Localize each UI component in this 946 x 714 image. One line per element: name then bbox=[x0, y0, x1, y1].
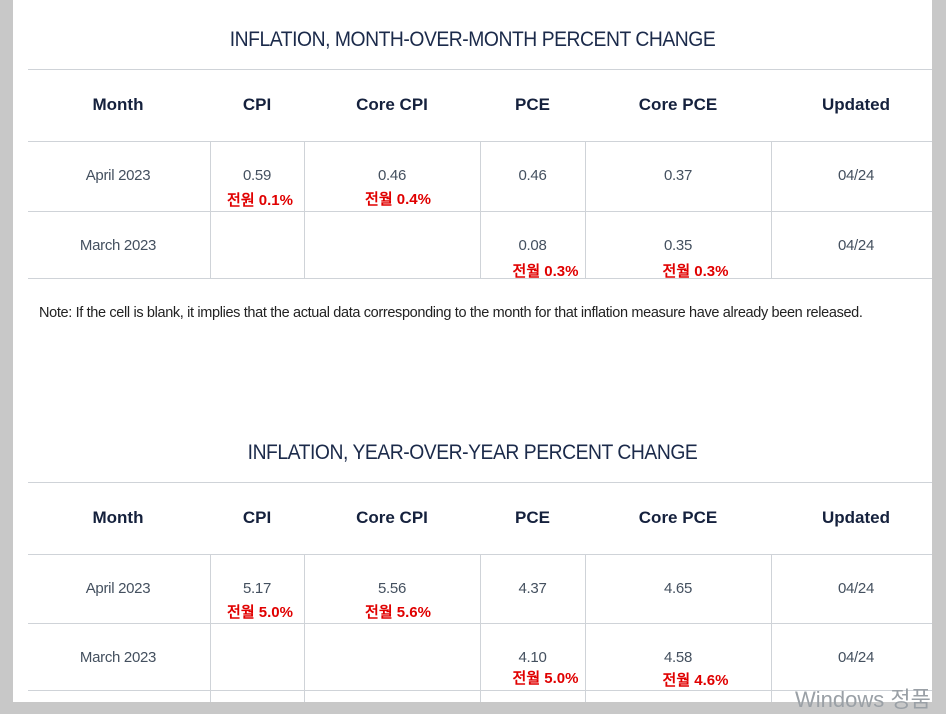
column-divider bbox=[771, 141, 772, 278]
red-annotation: 전월 5.0% bbox=[227, 604, 293, 621]
cell-month: April 2023 bbox=[85, 167, 151, 184]
cell-core-cpi: 5.56 bbox=[378, 580, 406, 597]
column-divider bbox=[304, 554, 305, 702]
cell-core-pce: 0.37 bbox=[664, 167, 692, 184]
column-divider bbox=[480, 554, 481, 702]
column-divider bbox=[771, 554, 772, 702]
red-annotation: 전월 4.6% bbox=[662, 672, 729, 689]
divider bbox=[28, 482, 932, 483]
header-updated: Updated bbox=[822, 508, 890, 527]
header-cpi: CPI bbox=[242, 95, 272, 114]
header-month: Month bbox=[92, 508, 144, 527]
mom-table-title: INFLATION, MONTH-OVER-MONTH PERCENT CHAN… bbox=[229, 28, 716, 51]
column-divider bbox=[585, 141, 586, 278]
cell-updated: 04/24 bbox=[837, 580, 875, 597]
cell-core-pce: 0.35 bbox=[664, 237, 692, 254]
red-annotation: 전월 0.4% bbox=[365, 191, 431, 208]
red-annotation: 전월 0.3% bbox=[662, 263, 729, 280]
cell-core-pce: 4.65 bbox=[664, 580, 692, 597]
red-annotation: 전월 0.3% bbox=[512, 263, 579, 280]
divider bbox=[28, 69, 932, 70]
header-core-cpi: Core CPI bbox=[356, 95, 428, 114]
cell-pce: 4.10 bbox=[518, 649, 547, 666]
column-divider bbox=[480, 141, 481, 278]
header-cpi: CPI bbox=[242, 508, 272, 527]
cell-cpi: 0.59 bbox=[243, 167, 271, 184]
header-core-pce: Core PCE bbox=[638, 508, 718, 527]
column-divider bbox=[210, 554, 211, 702]
cell-core-pce: 4.58 bbox=[664, 649, 692, 666]
header-pce: PCE bbox=[515, 508, 550, 527]
red-annotation: 전원 0.1% bbox=[227, 192, 293, 209]
windows-activation-watermark: Windows 정품 bbox=[795, 687, 931, 712]
column-divider bbox=[210, 141, 211, 278]
cell-updated: 04/24 bbox=[837, 167, 875, 184]
header-month: Month bbox=[92, 95, 144, 114]
cell-month: April 2023 bbox=[85, 580, 151, 597]
column-divider bbox=[304, 141, 305, 278]
cell-updated: 04/24 bbox=[837, 237, 875, 254]
header-pce: PCE bbox=[515, 95, 550, 114]
cell-updated: 04/24 bbox=[837, 649, 875, 666]
column-divider bbox=[585, 554, 586, 702]
header-core-pce: Core PCE bbox=[638, 95, 718, 114]
yoy-table-title: INFLATION, YEAR-OVER-YEAR PERCENT CHANGE bbox=[247, 441, 698, 464]
table-note: Note: If the cell is blank, it implies t… bbox=[39, 305, 863, 321]
cell-month: March 2023 bbox=[79, 649, 157, 666]
cell-month: March 2023 bbox=[79, 237, 157, 254]
cell-pce: 0.08 bbox=[518, 237, 547, 254]
cell-pce: 4.37 bbox=[518, 580, 547, 597]
divider bbox=[28, 278, 932, 279]
header-updated: Updated bbox=[822, 95, 890, 114]
red-annotation: 전월 5.6% bbox=[365, 604, 431, 621]
cell-core-cpi: 0.46 bbox=[378, 167, 406, 184]
cell-cpi: 5.17 bbox=[243, 580, 271, 597]
header-core-cpi: Core CPI bbox=[356, 508, 428, 527]
document-page: INFLATION, MONTH-OVER-MONTH PERCENT CHAN… bbox=[13, 0, 932, 702]
cell-pce: 0.46 bbox=[518, 167, 547, 184]
red-annotation: 전월 5.0% bbox=[512, 670, 579, 687]
